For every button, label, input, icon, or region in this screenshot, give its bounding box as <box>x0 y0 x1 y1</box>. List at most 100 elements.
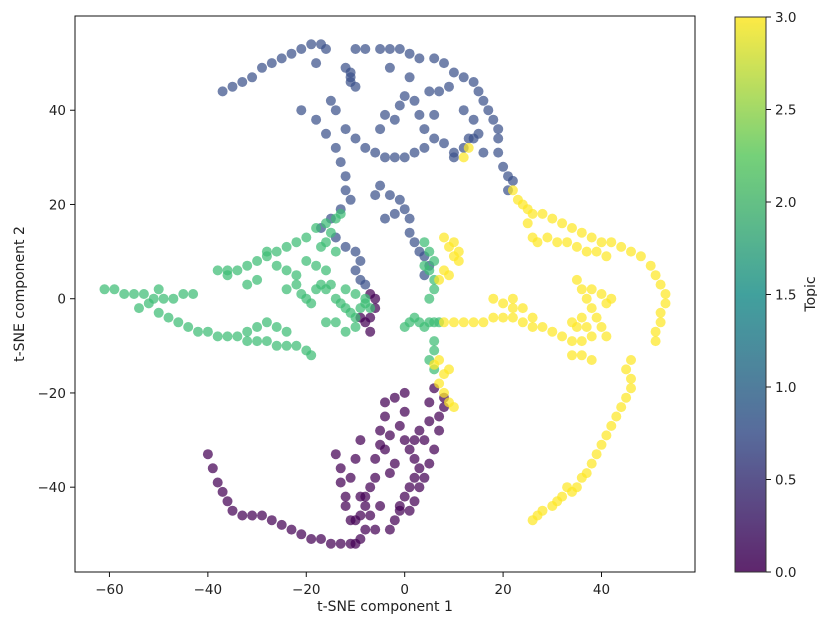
scatter-point-topic-3 <box>463 142 474 153</box>
scatter-point-topic-3 <box>517 317 528 328</box>
scatter-point-topic-1 <box>434 86 445 97</box>
scatter-point-topic-3 <box>562 482 573 493</box>
scatter-point-topic-2 <box>271 246 282 257</box>
scatter-point-topic-3 <box>557 331 568 342</box>
scatter-point-topic-2 <box>340 326 351 337</box>
scatter-point-topic-1 <box>458 105 469 116</box>
scatter-point-topic-2 <box>261 317 272 328</box>
scatter-point-topic-1 <box>276 53 287 64</box>
colorbar-label: Topic <box>803 276 817 312</box>
scatter-point-topic-2 <box>222 331 233 342</box>
scatter-point-topic-0 <box>355 510 366 521</box>
colorbar-ticks: 0.0 0.5 1.0 1.5 2.0 2.5 3.0 <box>766 10 796 581</box>
scatter-point-topic-3 <box>601 430 612 441</box>
scatter-point-topic-1 <box>306 39 317 50</box>
scatter-point-topic-3 <box>576 336 587 347</box>
scatter-point-topic-0 <box>434 425 445 436</box>
scatter-point-topic-3 <box>606 237 617 248</box>
scatter-point-topic-2 <box>429 336 440 347</box>
scatter-point-topic-2 <box>271 322 282 332</box>
scatter-point-topic-2 <box>202 326 213 337</box>
scatter-point-topic-1 <box>350 246 361 257</box>
scatter-point-topic-1 <box>404 213 415 224</box>
scatter-point-topic-1 <box>404 72 415 83</box>
scatter-point-topic-2 <box>153 284 164 295</box>
scatter-point-topic-0 <box>424 458 435 469</box>
scatter-point-topic-0 <box>335 477 346 488</box>
scatter-point-topic-1 <box>483 105 494 116</box>
scatter-point-topic-2 <box>419 322 430 332</box>
scatter-point-topic-0 <box>389 515 400 526</box>
scatter-point-topic-0 <box>345 472 356 483</box>
scatter-point-topic-3 <box>606 293 617 304</box>
scatter-point-topic-1 <box>340 171 351 182</box>
plot-frame <box>74 15 696 573</box>
x-tick-label: −60 <box>95 582 124 598</box>
scatter-point-topic-3 <box>576 472 587 483</box>
scatter-point-topic-1 <box>399 91 410 102</box>
scatter-point-topic-2 <box>316 241 326 252</box>
scatter-point-topic-1 <box>498 161 509 172</box>
scatter-point-topic-3 <box>586 303 597 314</box>
scatter-point-topic-2 <box>138 289 149 299</box>
scatter-point-topic-2 <box>311 223 322 233</box>
scatter-point-topic-1 <box>409 95 420 106</box>
scatter-point-topic-1 <box>380 109 390 120</box>
scatter-point-topic-2 <box>311 260 322 271</box>
scatter-point-topic-3 <box>616 402 627 413</box>
scatter-point-topic-0 <box>409 435 420 446</box>
scatter-point-topic-0 <box>399 435 410 446</box>
scatter-point-topic-3 <box>453 246 464 257</box>
scatter-point-topic-1 <box>296 105 307 116</box>
scatter-point-topic-3 <box>606 420 617 431</box>
x-tick-label: −40 <box>194 582 223 598</box>
scatter-point-topic-3 <box>507 185 518 196</box>
scatter-point-topic-2 <box>340 284 351 295</box>
scatter-point-topic-3 <box>547 326 558 337</box>
scatter-point-topic-1 <box>370 190 381 201</box>
scatter-point-topic-2 <box>325 279 336 290</box>
scatter-point-topic-3 <box>448 317 459 328</box>
scatter-point-topic-2 <box>350 289 361 299</box>
scatter-point-topic-0 <box>380 444 390 455</box>
scatter-point-topic-0 <box>212 477 223 488</box>
scatter-point-topic-2 <box>242 336 253 347</box>
scatter-point-topic-1 <box>380 152 390 163</box>
scatter-point-topic-1 <box>360 279 371 290</box>
scatter-point-topic-0 <box>424 416 435 427</box>
scatter-point-topic-3 <box>596 322 607 332</box>
scatter-point-topic-0 <box>414 482 425 493</box>
colorbar-tick-label: 2.0 <box>775 195 796 211</box>
scatter-point-topic-1 <box>399 152 410 163</box>
scatter-point-topic-1 <box>345 72 356 83</box>
scatter-point-topic-1 <box>311 58 322 69</box>
scatter-point-topic-2 <box>134 303 144 314</box>
scatter-point-topic-3 <box>586 331 597 342</box>
scatter-point-topic-1 <box>429 53 440 64</box>
scatter-point-topic-0 <box>375 425 386 436</box>
scatter-point-topic-2 <box>365 303 376 314</box>
scatter-point-topic-0 <box>227 505 238 516</box>
scatter-point-topic-1 <box>473 86 484 97</box>
scatter-point-topic-2 <box>321 265 331 276</box>
scatter-point-topic-0 <box>370 453 381 464</box>
scatter-point-topic-3 <box>532 237 543 248</box>
scatter-point-topic-3 <box>586 458 597 469</box>
scatter-point-topic-1 <box>394 100 405 111</box>
scatter-point-topic-1 <box>335 157 346 168</box>
scatter-point-topic-1 <box>360 142 371 153</box>
scatter-point-topic-3 <box>439 232 449 243</box>
scatter-point-topic-1 <box>340 241 351 252</box>
scatter-point-topic-1 <box>389 208 400 219</box>
scatter-point-topic-3 <box>591 312 602 323</box>
scatter-point-topic-3 <box>616 241 627 252</box>
scatter-point-topic-2 <box>261 246 272 257</box>
x-tick-label: 40 <box>593 582 610 598</box>
scatter-point-topic-1 <box>394 44 405 54</box>
scatter-point-topic-3 <box>576 350 587 361</box>
scatter-point-topic-1 <box>321 44 331 54</box>
scatter-point-topic-3 <box>567 223 577 233</box>
scatter-point-topic-2 <box>178 289 189 299</box>
scatter-point-topic-3 <box>448 237 459 248</box>
scatter-point-topic-1 <box>340 185 351 196</box>
